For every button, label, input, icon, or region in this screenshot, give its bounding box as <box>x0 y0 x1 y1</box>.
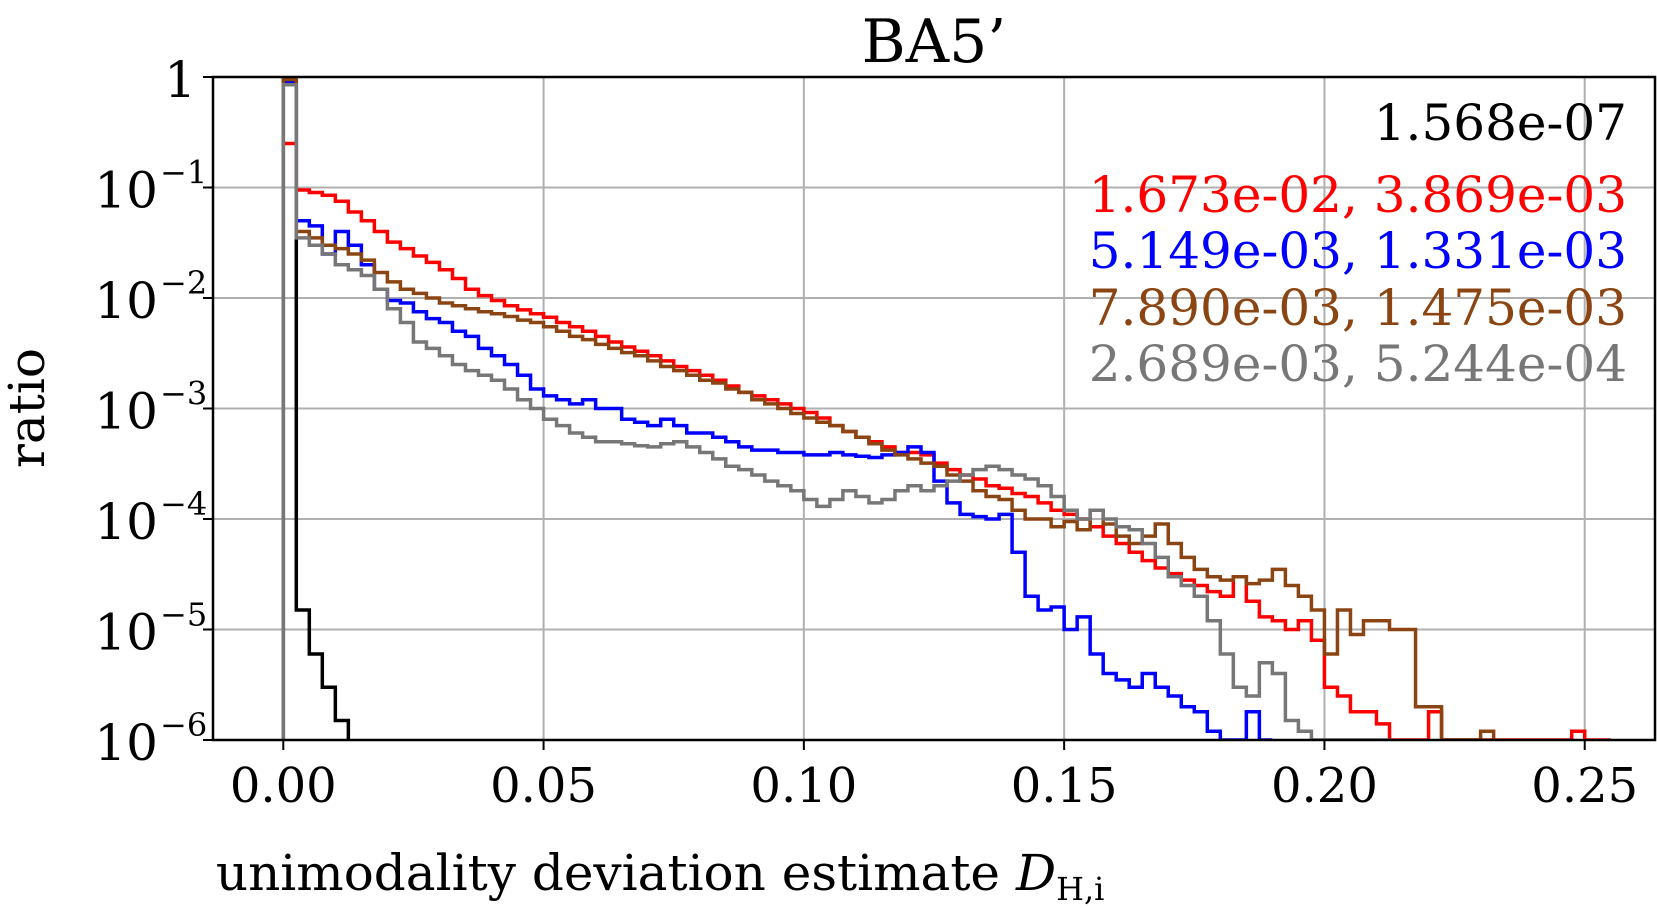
x-tick-label: 0.10 <box>750 758 857 814</box>
y-tick-label-exponent: −1 <box>160 154 207 192</box>
y-tick-label-exponent: −5 <box>160 596 207 634</box>
legend: 1.568e-07 1.673e-02, 3.869e-035.149e-03, … <box>1089 94 1627 393</box>
y-tick-label-exponent: −4 <box>160 485 207 523</box>
x-tick-label: 0.25 <box>1531 758 1638 814</box>
legend-entry-2: 1.673e-02, 3.869e-03 <box>1089 166 1627 224</box>
x-tick-label: 0.05 <box>490 758 597 814</box>
y-axis-ticks: 110−110−210−310−410−510−6 <box>94 51 213 772</box>
y-tick-label-exponent: −6 <box>160 706 207 744</box>
histogram-series <box>281 77 1611 740</box>
histogram-series-4 <box>281 77 1496 740</box>
y-tick-label-base: 10 <box>94 162 158 220</box>
x-tick-label: 0.15 <box>1011 758 1118 814</box>
y-tick-label-base: 10 <box>94 383 158 441</box>
y-tick-label-exponent: −3 <box>160 375 207 413</box>
y-tick-label-exponent: −2 <box>160 264 207 302</box>
histogram-series-3 <box>281 80 1273 740</box>
x-axis-ticks: 0.00 0.05 0.10 0.15 0.20 0.25 <box>230 740 1638 814</box>
legend-entry-4: 7.890e-03, 1.475e-03 <box>1089 279 1627 337</box>
legend-entry-1: 1.568e-07 <box>1374 94 1627 152</box>
legend-entry-3: 5.149e-03, 1.331e-03 <box>1089 222 1627 280</box>
y-axis-label: ratio <box>0 348 56 468</box>
y-tick-label-base: 10 <box>94 272 158 330</box>
x-axis-label: unimodality deviation estimate <box>216 844 1000 902</box>
x-axis-symbol-subscript: H,i <box>1056 870 1104 908</box>
histogram-series-1 <box>281 77 351 740</box>
x-tick-label: 0.00 <box>230 758 337 814</box>
y-tick-label: 1 <box>164 51 196 109</box>
y-tick-label-base: 10 <box>94 714 158 772</box>
y-tick-label-base: 10 <box>94 493 158 551</box>
x-axis-label-text: unimodality deviation estimate <box>216 844 1000 902</box>
legend-entry-5: 2.689e-03, 5.244e-04 <box>1089 335 1627 393</box>
x-tick-label: 0.20 <box>1271 758 1378 814</box>
histogram-series-5 <box>281 83 1390 740</box>
x-axis-symbol: DH,i <box>1015 844 1104 908</box>
y-tick-label-base: 10 <box>94 604 158 662</box>
chart-title: BA5’ <box>862 7 1007 77</box>
x-axis-symbol-main: D <box>1015 844 1056 902</box>
